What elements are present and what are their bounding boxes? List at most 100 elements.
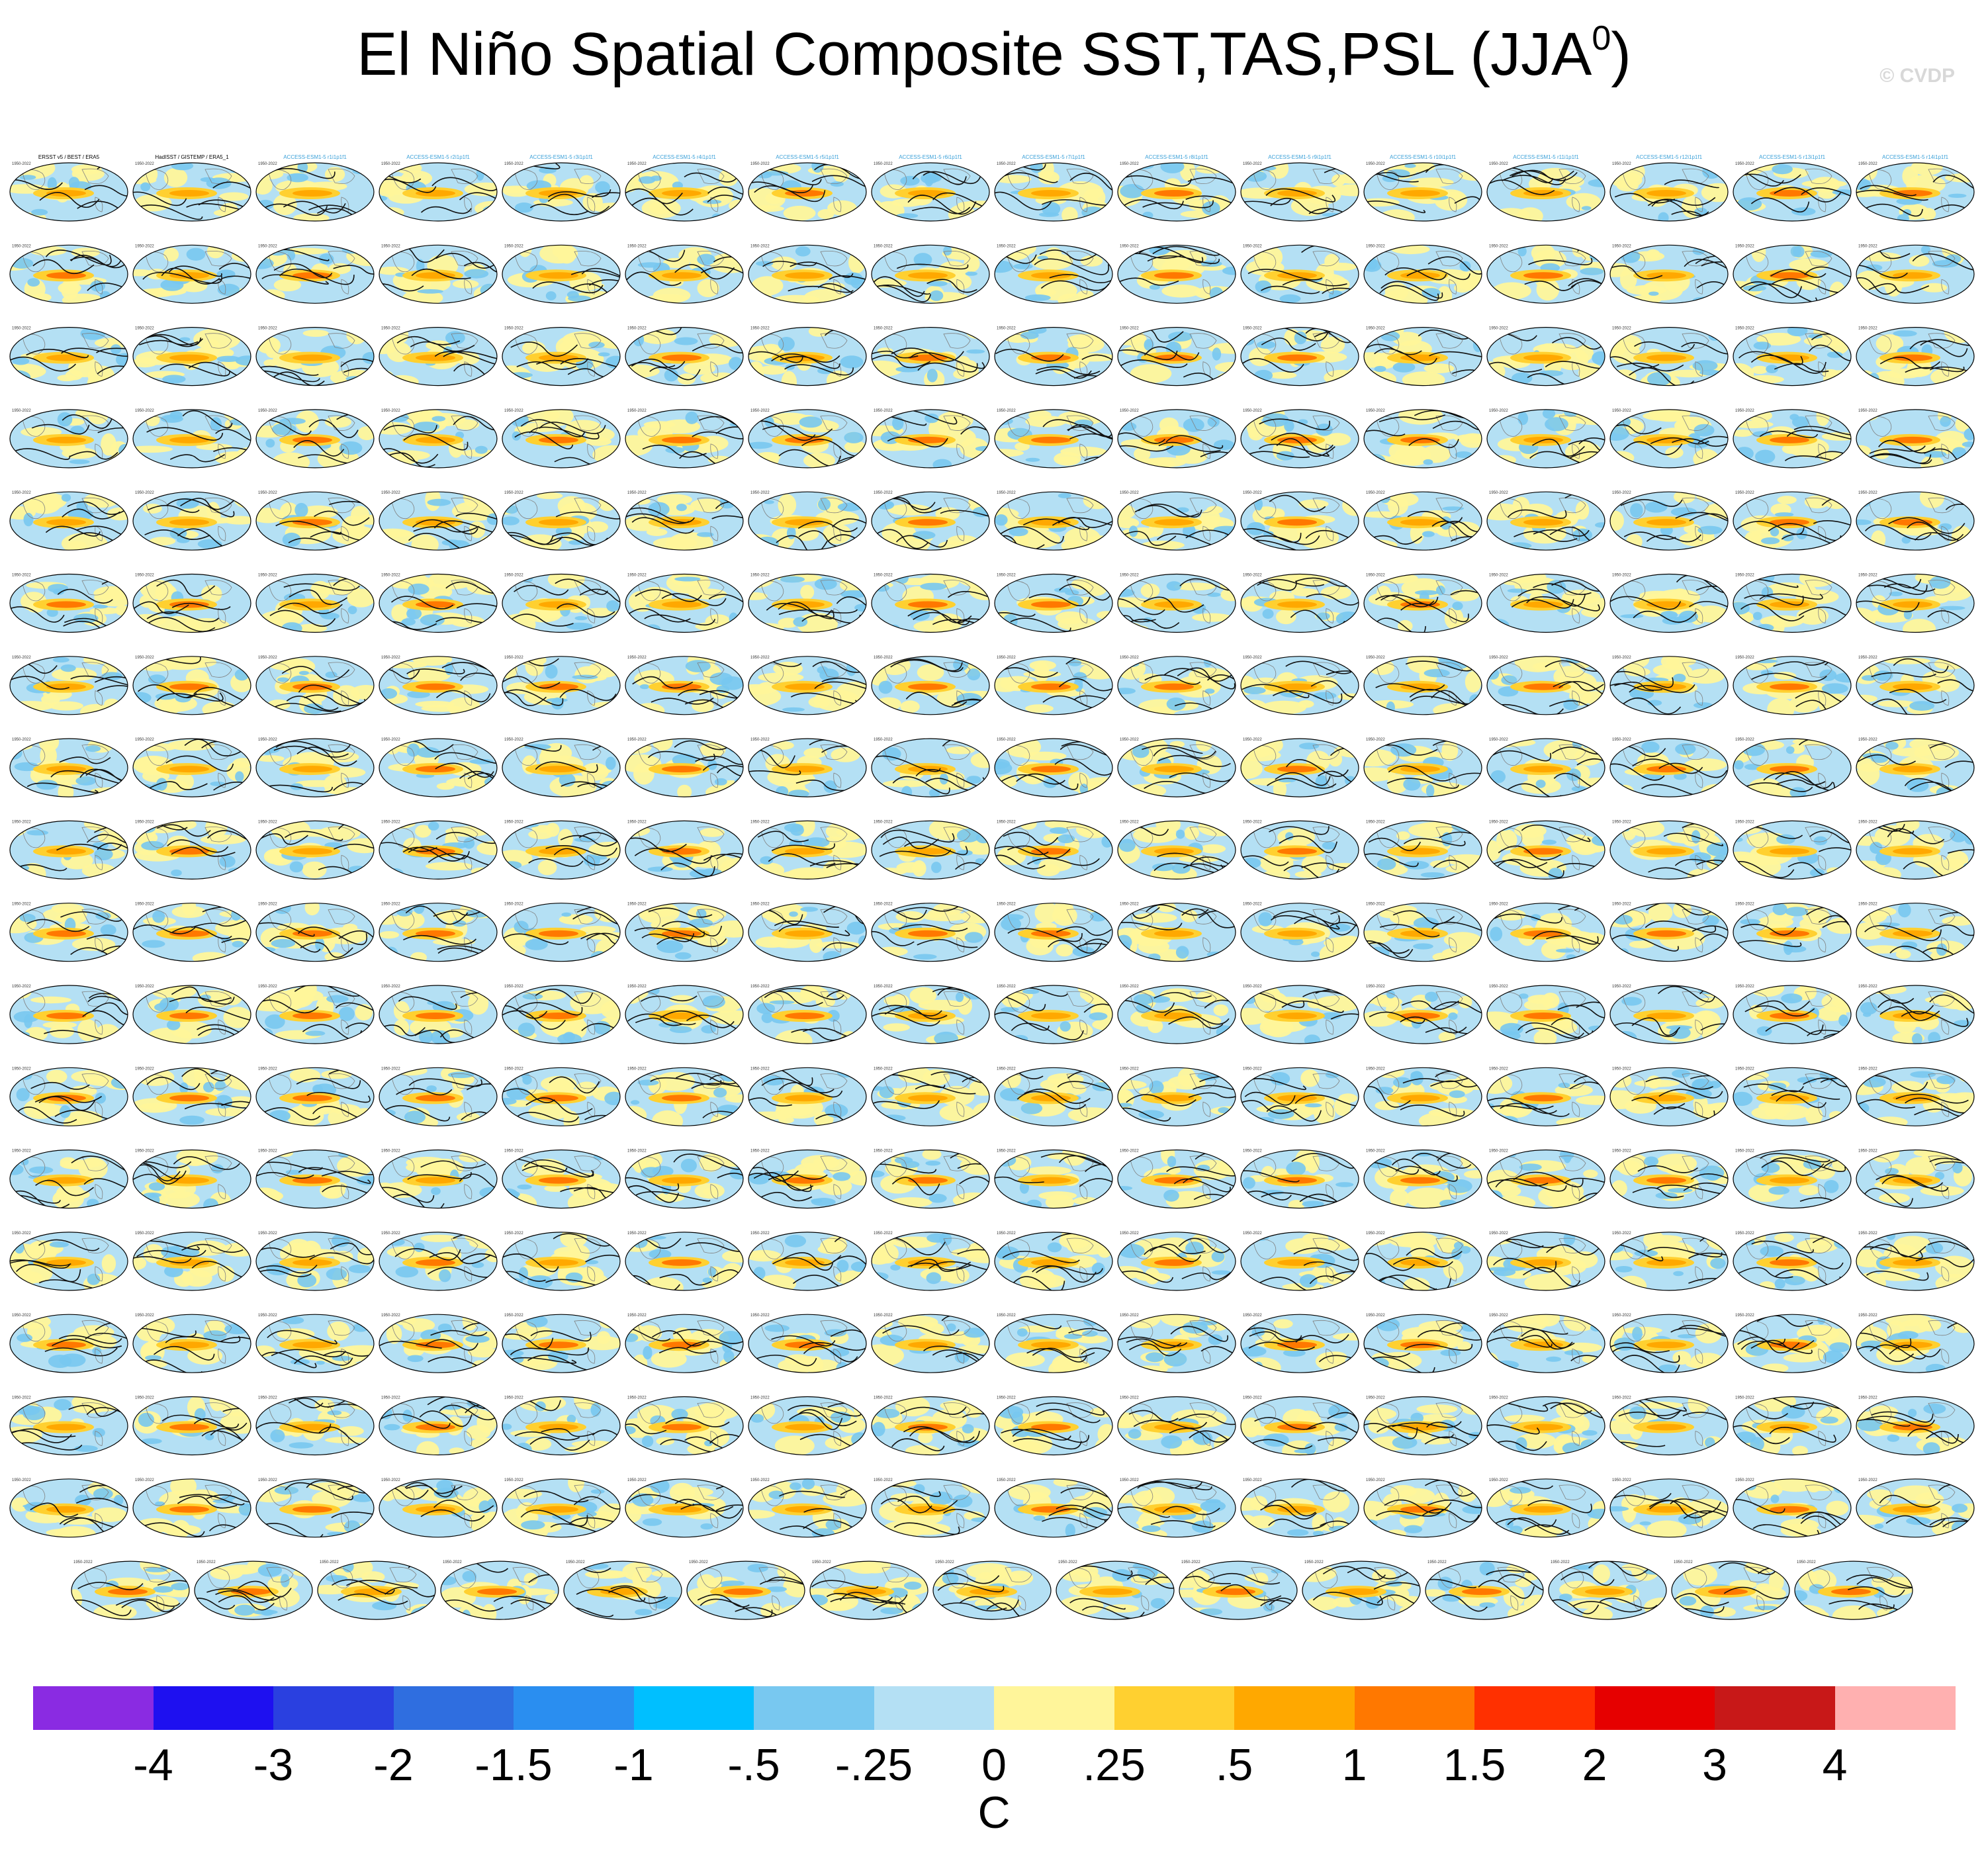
warm-anomaly-patch	[302, 861, 327, 878]
enso-warm-core	[1400, 354, 1440, 361]
enso-warm-core	[1893, 1013, 1932, 1019]
enso-warm-core	[908, 272, 948, 279]
panel-period: 1950-2022	[997, 327, 1016, 331]
cool-anomaly-patch	[929, 290, 944, 301]
cool-anomaly-patch	[232, 940, 244, 948]
panel-period: 1950-2022	[1735, 985, 1754, 989]
slp-contour	[692, 430, 743, 439]
warm-anomaly-patch	[958, 201, 989, 208]
cool-anomaly-patch	[326, 995, 349, 1003]
cool-anomaly-patch	[789, 911, 798, 917]
panel-title: HadISST / GISTEMP / ERA5_1	[155, 154, 229, 160]
panel-period: 1950-2022	[12, 656, 31, 660]
slp-contour	[909, 351, 985, 369]
warm-anomaly-patch	[1025, 704, 1054, 713]
cool-anomaly-patch	[1618, 948, 1629, 960]
warm-anomaly-patch	[1575, 501, 1590, 520]
map-panel: 1950-2022	[994, 1067, 1113, 1126]
enso-warm-core	[1400, 930, 1440, 937]
cool-anomaly-patch	[217, 283, 240, 296]
warm-anomaly-patch	[570, 282, 605, 290]
continent-outline	[1499, 168, 1586, 212]
panel-title: ACCESS-ESM1-5 r1i1p1f1	[283, 154, 347, 160]
map-panel: 1950-2022	[132, 985, 251, 1044]
map-border	[132, 244, 251, 304]
panel-period: 1950-2022	[504, 656, 523, 660]
panel-period: 1950-2022	[627, 244, 647, 248]
enso-warm-core	[416, 436, 455, 443]
warm-anomaly-patch	[219, 192, 249, 201]
cool-anomaly-patch	[1620, 249, 1641, 263]
enso-warm-core	[662, 766, 701, 773]
panel-period: 1950-2022	[135, 820, 154, 824]
slp-contour	[1664, 179, 1720, 189]
panel-period: 1950-2022	[135, 1067, 154, 1071]
slp-contour	[592, 192, 620, 201]
cool-anomaly-patch	[431, 416, 446, 422]
warm-anomaly-patch	[58, 282, 81, 294]
slp-contour	[780, 355, 840, 363]
enso-warm-core	[662, 601, 701, 608]
warm-anomaly-patch	[477, 825, 497, 833]
cool-anomaly-patch	[26, 830, 49, 836]
slp-contour	[814, 163, 866, 180]
slp-contour	[1261, 285, 1320, 294]
cool-anomaly-patch	[823, 780, 837, 793]
warm-anomaly-patch	[1648, 903, 1673, 923]
enso-warm-core	[1400, 190, 1440, 197]
map-border	[871, 162, 990, 222]
map-border	[9, 409, 128, 469]
continent-outline	[1868, 251, 1956, 294]
slp-contour	[1856, 265, 1908, 279]
cool-anomaly-patch	[1740, 919, 1761, 925]
continent-outline	[22, 251, 109, 294]
map-panel: 1950-2022	[1733, 327, 1852, 386]
slp-contour	[1552, 337, 1605, 350]
slp-contour	[788, 285, 854, 293]
cool-anomaly-patch	[100, 924, 116, 936]
map-border	[1363, 326, 1482, 386]
slp-contour	[631, 358, 686, 370]
panel-period: 1950-2022	[1489, 820, 1508, 824]
map-border	[1856, 244, 1975, 304]
cool-anomaly-patch	[576, 358, 594, 371]
slp-contour	[912, 171, 967, 185]
slp-contour	[649, 367, 701, 381]
warm-anomaly-patch	[570, 991, 615, 1015]
slp-contour	[811, 175, 866, 189]
panel-period: 1950-2022	[1243, 491, 1262, 495]
continent-outline	[1253, 168, 1340, 212]
map-panel: 1950-2022	[1486, 820, 1605, 880]
cool-anomaly-patch	[1204, 688, 1215, 694]
slp-contour	[707, 195, 743, 211]
map-border	[255, 162, 375, 222]
cool-anomaly-patch	[1950, 707, 1970, 715]
cool-anomaly-patch	[1175, 946, 1189, 959]
cool-anomaly-patch	[561, 912, 572, 917]
warm-anomaly-patch	[826, 370, 851, 386]
cool-anomaly-patch	[406, 743, 420, 757]
panel-period: 1950-2022	[1366, 738, 1385, 742]
map-panel: 1950-2022	[1117, 903, 1236, 962]
panel-period: 1950-2022	[258, 327, 277, 331]
warm-anomaly-patch	[89, 607, 121, 615]
enso-warm-core	[1893, 601, 1932, 608]
warm-anomaly-patch	[192, 952, 230, 962]
cool-anomaly-patch	[1144, 339, 1154, 351]
panel-period: 1950-2022	[135, 985, 154, 989]
warm-anomaly-patch	[1932, 858, 1973, 880]
cool-anomaly-patch	[522, 1075, 532, 1085]
cool-anomaly-patch	[325, 671, 338, 678]
cool-anomaly-patch	[1774, 512, 1794, 518]
slp-contour	[713, 256, 743, 273]
slp-contour	[829, 275, 866, 289]
slp-contour	[283, 201, 346, 214]
slp-contour	[169, 454, 226, 463]
map-panel: 1950-2022	[379, 820, 498, 880]
cool-anomaly-patch	[1518, 993, 1529, 999]
warm-anomaly-patch	[1611, 656, 1650, 670]
warm-anomaly-patch	[379, 930, 400, 939]
warm-anomaly-patch	[748, 574, 775, 588]
panel-period: 1950-2022	[135, 903, 154, 907]
cool-anomaly-patch	[1403, 778, 1421, 791]
